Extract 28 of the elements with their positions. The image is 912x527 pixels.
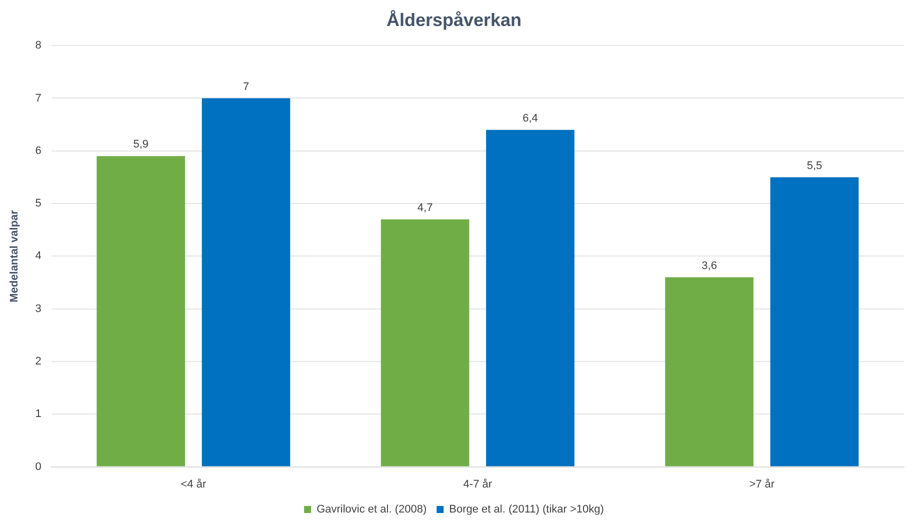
- bar: [665, 277, 754, 466]
- y-tick-label: 1: [35, 408, 42, 420]
- legend-label: Gavrilovic et al. (2008): [316, 504, 427, 516]
- y-tick-label: 0: [35, 460, 42, 473]
- y-axis-title: Medelantal valpar: [8, 209, 21, 302]
- bar: [202, 98, 290, 466]
- data-label: 5,5: [806, 160, 822, 172]
- chart-title: Ålderspåverkan: [386, 10, 522, 30]
- data-label: 6,4: [522, 112, 538, 124]
- bar: [380, 219, 470, 466]
- data-label: 7: [242, 80, 250, 93]
- bar: [486, 130, 574, 466]
- x-tick-label: <4 år: [180, 478, 206, 490]
- y-tick-label: 8: [35, 40, 42, 52]
- data-label: 3,6: [702, 260, 717, 272]
- x-tick-label: 4-7 år: [463, 478, 492, 490]
- y-tick-label: 7: [35, 92, 42, 104]
- y-tick-label: 5: [35, 198, 42, 210]
- data-label: 5,9: [133, 138, 148, 151]
- y-tick-label: 2: [35, 356, 42, 368]
- bar: [770, 177, 859, 466]
- y-tick-label: 3: [35, 302, 42, 315]
- bar: [96, 156, 186, 466]
- y-tick-label: 6: [35, 144, 42, 157]
- legend-label: Borge et al. (2011) (tikar >10kg): [449, 504, 604, 516]
- y-tick-label: 4: [35, 250, 42, 262]
- x-tick-label: >7 år: [749, 478, 775, 490]
- data-label: 4,7: [417, 202, 433, 214]
